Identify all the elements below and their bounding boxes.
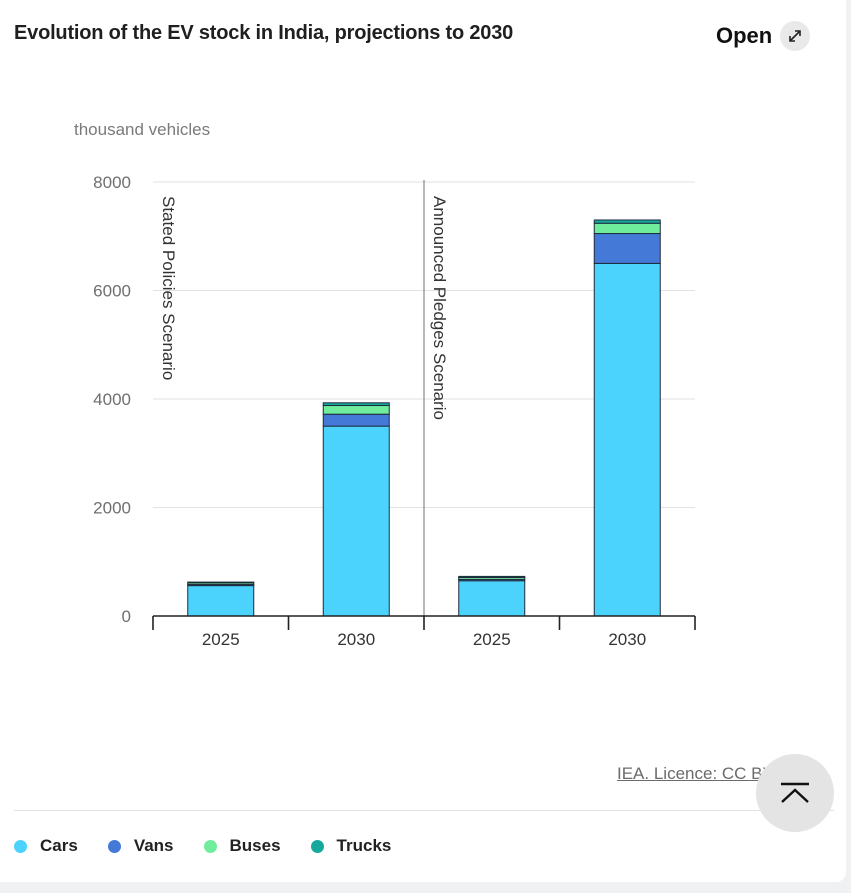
stacked-bar-chart: thousand vehicles 0 2000 4000 6000 8000 Stated… xyxy=(74,120,696,649)
bar-cars-2030 xyxy=(593,262,661,617)
y-axis-label: thousand vehicles xyxy=(74,120,210,139)
legend-dot-vans xyxy=(107,839,121,853)
scroll-top-button[interactable] xyxy=(756,754,834,832)
bar-vans-2030 xyxy=(322,413,390,427)
bar-cars-2025 xyxy=(187,585,255,617)
legend-item-cars[interactable]: Cars xyxy=(14,836,78,856)
legend-label-cars: Cars xyxy=(40,836,78,855)
y-tick-label: 2000 xyxy=(93,499,131,518)
licence-link[interactable]: IEA. Licence: CC BY 4.0 xyxy=(617,764,802,783)
x-tick-label: 2025 xyxy=(202,630,240,649)
x-tick-label: 2030 xyxy=(608,630,646,649)
bar-cars-2025 xyxy=(458,580,526,617)
chevron-up-icon xyxy=(781,782,809,803)
x-tick-label: 2025 xyxy=(473,630,511,649)
bar-trucks-2025 xyxy=(187,581,255,584)
y-tick-label: 4000 xyxy=(93,390,131,409)
legend-label-buses: Buses xyxy=(229,836,281,855)
y-tick-label: 8000 xyxy=(93,173,131,192)
y-tick-label: 0 xyxy=(122,607,131,626)
legend-label-vans: Vans xyxy=(133,836,174,855)
bar-buses-2030 xyxy=(593,222,661,235)
group-label: Announced Pledges Scenario xyxy=(430,196,449,420)
open-button[interactable]: Open xyxy=(716,21,811,51)
legend-divider xyxy=(14,810,834,811)
y-tick-label: 6000 xyxy=(93,282,131,301)
bar-cars-2030 xyxy=(322,425,390,617)
legend-item-buses[interactable]: Buses xyxy=(203,836,281,856)
legend-item-trucks[interactable]: Trucks xyxy=(310,836,392,856)
legend-dot-buses xyxy=(203,839,217,853)
legend-label-trucks: Trucks xyxy=(336,836,392,855)
legend-item-vans[interactable]: Vans xyxy=(107,836,174,856)
bar-trucks-2030 xyxy=(593,219,661,224)
open-label: Open xyxy=(716,23,773,48)
chart-legend: Cars Vans Buses Trucks xyxy=(14,836,391,856)
group-label: Stated Policies Scenario xyxy=(159,196,178,380)
expand-arrows-icon xyxy=(780,21,811,51)
bar-vans-2030 xyxy=(593,233,661,264)
x-tick-label: 2030 xyxy=(337,630,375,649)
bar-trucks-2025 xyxy=(458,575,526,578)
legend-dot-trucks xyxy=(310,839,324,853)
chart-title: Evolution of the EV stock in India, proj… xyxy=(14,22,514,44)
legend-dot-cars xyxy=(14,839,27,853)
bar-buses-2030 xyxy=(322,405,390,415)
bar-trucks-2030 xyxy=(322,402,390,407)
